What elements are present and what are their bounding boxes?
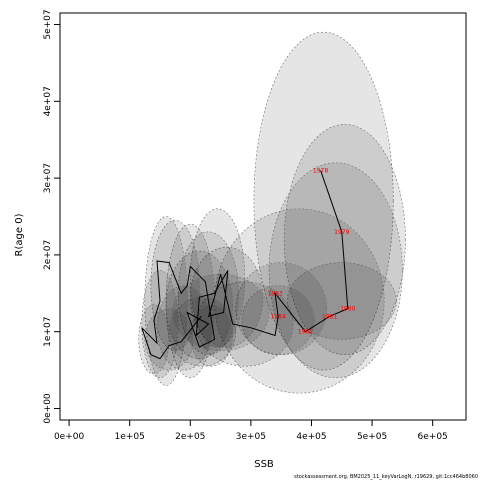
recruitment-path-line <box>141 170 349 360</box>
uncertainty-ellipse <box>214 208 385 394</box>
x-axis-title: SSB <box>254 459 274 470</box>
y-tick-label: 0e+00 <box>43 393 53 424</box>
y-tick-label: 5e+07 <box>43 9 53 39</box>
year-label: 1983 <box>267 290 282 297</box>
x-tick-label: 3e+05 <box>236 432 266 442</box>
footer-source-text: stockassessment.org, BM2025_11_keyVarLog… <box>294 474 478 480</box>
year-label: 1984 <box>271 313 286 320</box>
year-label: 1981 <box>322 313 337 320</box>
x-tick-label: 1e+05 <box>115 432 145 442</box>
uncertainty-ellipse <box>144 308 194 371</box>
uncertainty-ellipse <box>196 281 294 367</box>
uncertainty-ellipse <box>177 231 240 356</box>
y-tick-label: 4e+07 <box>43 86 53 116</box>
uncertainty-ellipse <box>165 223 215 379</box>
y-tick-label: 1e+07 <box>43 317 53 347</box>
y-axis: 0e+00 1e+07 2e+07 3e+07 4e+07 5e+07 <box>43 9 61 424</box>
uncertainty-ellipse <box>268 162 403 379</box>
year-label: 1978 <box>313 167 328 174</box>
x-axis: 0e+00 1e+05 2e+05 3e+05 4e+05 5e+05 6e+05 <box>54 419 448 442</box>
year-label: 1982 <box>298 329 313 336</box>
x-tick-label: 0e+00 <box>54 432 85 442</box>
uncertainty-ellipse <box>235 262 327 356</box>
y-axis-title: R(age 0) <box>14 213 25 256</box>
uncertainty-ellipse <box>156 285 212 371</box>
year-label: 1979 <box>334 229 349 236</box>
year-label: 1980 <box>340 306 355 313</box>
uncertainty-ellipse <box>168 296 237 367</box>
uncertainty-ellipse <box>150 220 200 352</box>
x-tick-label: 6e+05 <box>418 432 448 442</box>
uncertainty-ellipse <box>241 285 315 356</box>
y-tick-label: 3e+07 <box>43 163 53 193</box>
uncertainty-ellipse <box>171 273 270 352</box>
uncertainty-ellipse <box>189 208 246 348</box>
x-tick-label: 2e+05 <box>175 432 205 442</box>
uncertainty-ellipse <box>165 250 234 359</box>
x-tick-label: 5e+05 <box>357 432 387 442</box>
y-tick-label: 2e+07 <box>43 240 53 270</box>
uncertainty-ellipse <box>141 269 179 379</box>
uncertainty-ellipse <box>283 124 406 356</box>
uncertainty-ellipse <box>253 31 394 371</box>
uncertainty-ellipses <box>138 31 406 394</box>
x-tick-label: 4e+05 <box>296 432 326 442</box>
